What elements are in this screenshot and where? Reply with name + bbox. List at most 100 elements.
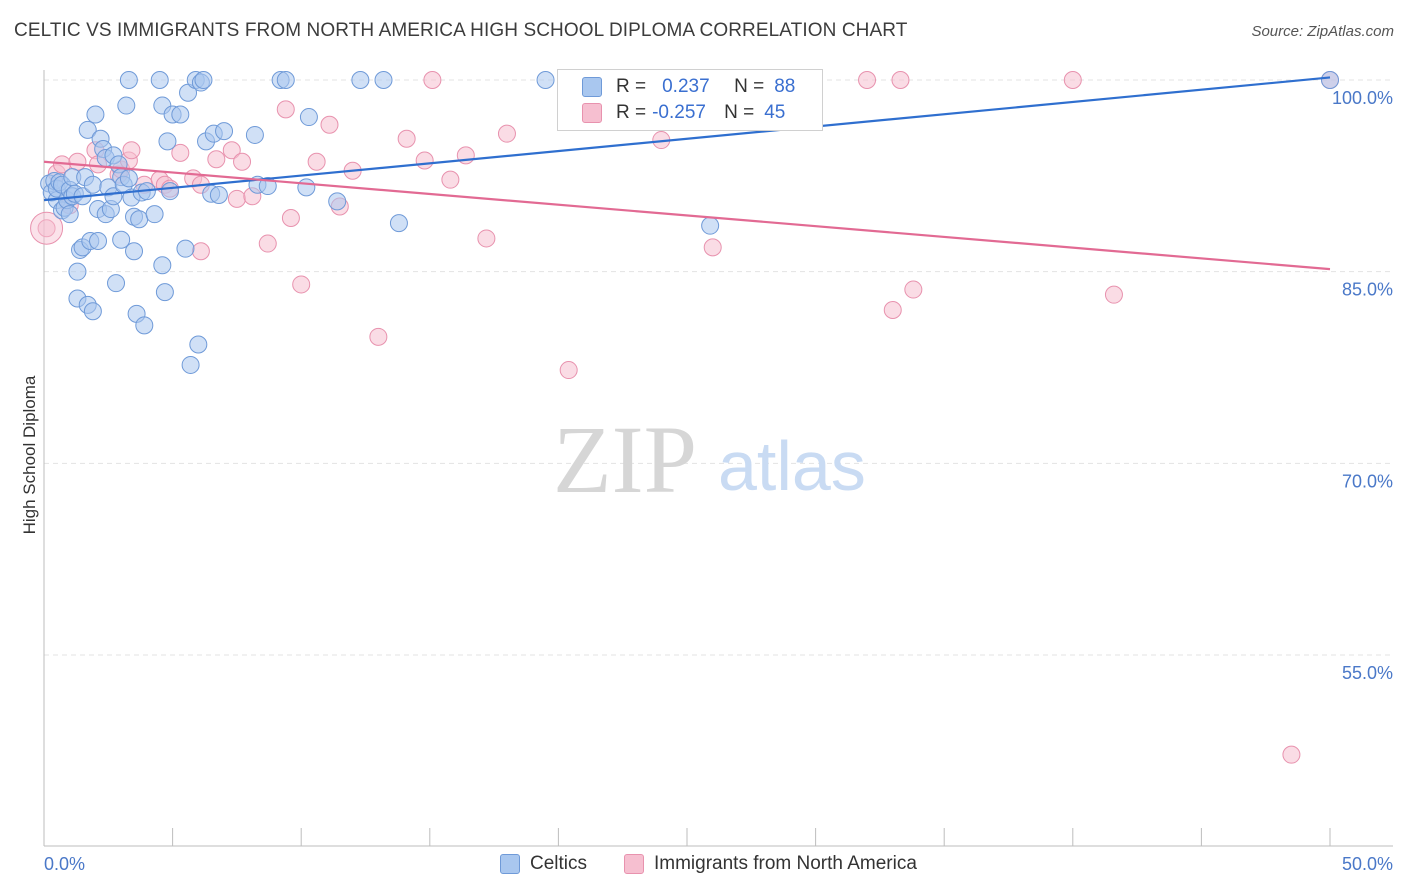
celtics-point [189, 335, 208, 354]
celtics-point [86, 105, 105, 124]
celtics-point [117, 96, 136, 115]
legend-r-value: 0.237 [662, 76, 710, 97]
y-axis-title: High School Diploma [20, 375, 39, 534]
watermark-zip: ZIP [553, 406, 697, 513]
immigrants-point [191, 242, 210, 261]
immigrants-point [222, 141, 241, 160]
series-celtics-points [40, 71, 1339, 374]
celtics-point [245, 125, 264, 144]
bottom-legend-celtics: Celtics [500, 851, 587, 877]
y-tick-labels: 100.0% 85.0% 70.0% 55.0% [1332, 88, 1393, 683]
celtics-point [78, 120, 97, 139]
y-tick-label: 70.0% [1342, 471, 1393, 491]
immigrants-point [227, 189, 246, 208]
immigrants-point [883, 301, 902, 319]
celtics-point [161, 182, 180, 201]
immigrants-label: Immigrants from North America [654, 853, 917, 874]
celtics-point [389, 214, 408, 233]
celtics-point [119, 71, 138, 89]
celtics-point [150, 71, 169, 89]
source-label: Source: ZipAtlas.com [1251, 23, 1394, 40]
celtics-point [153, 256, 172, 275]
immigrants-point [37, 219, 56, 238]
celtics-label: Celtics [530, 853, 588, 874]
immigrants-point [171, 143, 190, 162]
immigrants-point [276, 100, 295, 119]
watermark-atlas: atlas [718, 427, 866, 505]
immigrants-point [207, 150, 226, 169]
chart-title: CELTIC VS IMMIGRANTS FROM NORTH AMERICA … [14, 20, 908, 41]
celtics-point [112, 230, 131, 249]
immigrants-point [307, 152, 326, 171]
celtics-point [68, 262, 87, 281]
celtics-point [107, 274, 126, 293]
legend-n-value: 88 [774, 76, 796, 97]
immigrants-point [233, 152, 252, 171]
immigrants-point [292, 275, 311, 294]
immigrants-point [497, 124, 516, 143]
celtics-point [351, 71, 370, 89]
immigrants-point [1104, 285, 1123, 304]
immigrants-point [1282, 745, 1301, 764]
immigrants-point [858, 71, 877, 89]
legend-n-label: N = [724, 102, 755, 123]
celtics-point [83, 302, 102, 321]
legend-n-value: 45 [764, 102, 786, 123]
celtics-point [701, 216, 720, 235]
celtics-point [158, 132, 177, 151]
legend-swatch-immigrants [582, 103, 602, 123]
immigrants-point-large [30, 211, 64, 245]
celtics-swatch [500, 854, 520, 874]
immigrants-point [397, 129, 416, 148]
celtics-point [328, 192, 347, 211]
immigrants-point [68, 152, 87, 171]
celtics-point [276, 71, 295, 89]
stats-legend: R = 0.237 N = 88 R = -0.257 N = 45 [557, 69, 823, 131]
celtics-point [119, 169, 138, 188]
immigrants-point [904, 280, 923, 299]
celtics-point [209, 186, 228, 204]
celtics-point [1321, 71, 1339, 89]
immigrants-point [1063, 71, 1082, 89]
immigrants-point [415, 151, 434, 170]
watermark: ZIP atlas [553, 406, 866, 513]
celtics-point [176, 239, 195, 258]
immigrants-point [369, 327, 388, 346]
celtics-point [215, 122, 234, 141]
y-tick-label: 55.0% [1342, 663, 1393, 683]
legend-r-label: R = [616, 76, 647, 97]
celtics-point [181, 355, 200, 374]
immigrants-swatch [624, 854, 644, 874]
celtics-point [83, 175, 102, 194]
celtics-point [130, 210, 149, 229]
celtics-point [60, 205, 79, 224]
bottom-legend-immigrants: Immigrants from North America [624, 851, 917, 877]
celtics-point [145, 205, 164, 224]
legend-row-immigrants: R = -0.257 N = 45 [582, 100, 785, 126]
trend-lines [43, 76, 1331, 271]
immigrants-point [891, 71, 910, 89]
immigrants-point [423, 71, 442, 89]
legend-swatch-celtics [582, 77, 602, 97]
y-tick-label: 85.0% [1342, 280, 1393, 300]
immigrants-point [122, 141, 141, 160]
celtics-point [194, 71, 213, 89]
celtics-point [297, 178, 316, 197]
legend-row-celtics: R = 0.237 N = 88 [582, 74, 795, 100]
legend-r-value: -0.257 [652, 102, 706, 123]
immigrants-trend-line [43, 160, 1331, 271]
x-tick-label-max: 50.0% [1342, 854, 1393, 874]
celtics-point [89, 232, 108, 250]
immigrants-point [703, 238, 722, 257]
celtics-point [374, 71, 393, 89]
celtics-point [125, 242, 144, 261]
immigrants-point [559, 361, 578, 380]
celtics-point [171, 105, 190, 124]
celtics-point [536, 71, 555, 89]
celtics-point [135, 316, 154, 335]
immigrants-point [320, 115, 339, 134]
legend-r-label: R = [616, 102, 647, 123]
x-tick-label-min: 0.0% [44, 854, 85, 874]
immigrants-point [281, 209, 300, 227]
